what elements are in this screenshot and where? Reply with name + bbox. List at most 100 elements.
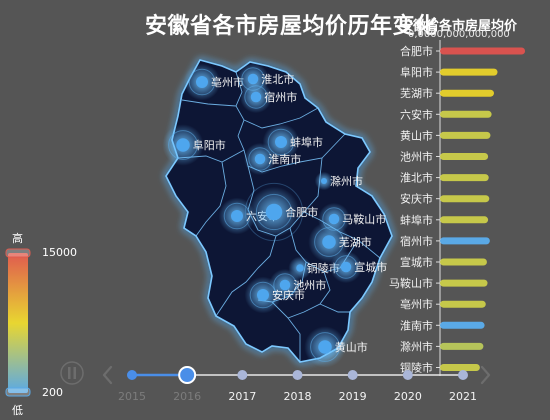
timeline-current-marker[interactable] bbox=[178, 366, 197, 384]
bar-14[interactable] bbox=[440, 342, 484, 350]
city-label: 马鞍山市 bbox=[342, 212, 386, 226]
city-label: 滁州市 bbox=[330, 174, 363, 188]
city-label: 阜阳市 bbox=[193, 138, 226, 152]
bar-11[interactable] bbox=[440, 279, 488, 287]
visual-map-handle-bottom[interactable] bbox=[5, 387, 31, 397]
city-label: 宿州市 bbox=[264, 90, 297, 104]
pause-icon bbox=[68, 367, 76, 379]
city-dot bbox=[196, 76, 208, 88]
timeline-point-5[interactable] bbox=[402, 370, 413, 380]
city-point-2[interactable]: 宿州市 bbox=[239, 80, 297, 114]
visual-map-handle-top[interactable] bbox=[5, 248, 31, 258]
bar-12[interactable] bbox=[440, 300, 486, 308]
timeline-year-5[interactable]: 2020 bbox=[394, 390, 422, 403]
bar-category-label-7: 安庆市 bbox=[400, 192, 433, 206]
timeline-point-3[interactable] bbox=[292, 370, 303, 380]
timeline-point-2[interactable] bbox=[237, 370, 248, 380]
timeline-year-6[interactable]: 2021 bbox=[449, 390, 477, 403]
city-dot bbox=[296, 264, 304, 272]
city-dot bbox=[257, 289, 269, 301]
bar-chart: 合肥市阜阳市芜湖市六安市黄山市池州市淮北市安庆市蚌埠市宿州市宣城市马鞍山市亳州市… bbox=[389, 40, 526, 376]
bar-8[interactable] bbox=[440, 216, 489, 224]
city-ring bbox=[314, 227, 344, 257]
bar-1[interactable] bbox=[440, 68, 498, 76]
bar-0[interactable] bbox=[440, 47, 526, 55]
city-label: 淮南市 bbox=[268, 152, 301, 166]
city-ring bbox=[248, 147, 272, 171]
bar-2[interactable] bbox=[440, 89, 494, 97]
play-button[interactable] bbox=[60, 361, 84, 385]
city-label: 安庆市 bbox=[272, 288, 305, 302]
timeline-year-4[interactable]: 2019 bbox=[339, 390, 367, 403]
next-arrow-icon[interactable] bbox=[480, 365, 491, 385]
city-point-13[interactable]: 池州市 bbox=[268, 268, 326, 302]
bar-category-label-14: 滁州市 bbox=[400, 339, 433, 353]
bar-4[interactable] bbox=[440, 131, 491, 139]
bar-category-label-6: 淮北市 bbox=[400, 171, 433, 185]
prev-arrow-icon[interactable] bbox=[102, 365, 113, 385]
bar-category-label-11: 马鞍山市 bbox=[389, 276, 433, 290]
bar-10[interactable] bbox=[440, 258, 487, 266]
city-point-12[interactable]: 宣城市 bbox=[329, 250, 387, 284]
city-points: 亳州市淮北市宿州市阜阳市蚌埠市淮南市滁州市六安市合肥市马鞍山市芜湖市铜陵市宣城市… bbox=[162, 62, 387, 368]
timeline-point-4[interactable] bbox=[347, 370, 358, 380]
city-dot bbox=[254, 153, 266, 165]
timeline-point-6[interactable] bbox=[458, 370, 468, 380]
bar-category-label-10: 宣城市 bbox=[400, 255, 433, 269]
city-point-3[interactable]: 阜阳市 bbox=[162, 124, 226, 166]
city-label: 蚌埠市 bbox=[290, 135, 323, 149]
city-point-14[interactable]: 安庆市 bbox=[244, 276, 305, 314]
bar-7[interactable] bbox=[440, 195, 490, 203]
bar-3[interactable] bbox=[440, 110, 492, 118]
city-point-15[interactable]: 黄山市 bbox=[304, 326, 368, 368]
bar-5[interactable] bbox=[440, 153, 489, 160]
city-point-8[interactable]: 合肥市 bbox=[244, 182, 318, 242]
city-ring bbox=[334, 255, 358, 279]
city-dot bbox=[231, 210, 243, 222]
timeline-year-1[interactable]: 2016 bbox=[173, 390, 201, 403]
city-ring bbox=[244, 85, 268, 109]
city-point-6[interactable]: 滁州市 bbox=[314, 171, 363, 191]
visual-map-gradient bbox=[8, 253, 28, 393]
bar-chart-title: 安徽省各市房屋均价 bbox=[400, 19, 518, 34]
title: 安徽省各市房屋均价历年变化 bbox=[145, 14, 438, 39]
city-label: 宣城市 bbox=[354, 260, 387, 274]
visual-map-min: 200 bbox=[42, 386, 63, 399]
timeline-point-0[interactable] bbox=[127, 370, 137, 380]
city-dot bbox=[176, 138, 190, 152]
city-label: 黄山市 bbox=[335, 340, 368, 354]
visual-map[interactable] bbox=[5, 248, 31, 397]
city-dot bbox=[321, 178, 327, 184]
city-ring bbox=[188, 68, 216, 96]
city-label: 池州市 bbox=[293, 278, 326, 292]
bar-category-label-4: 黄山市 bbox=[400, 128, 433, 142]
city-dot bbox=[340, 261, 352, 273]
bar-6[interactable] bbox=[440, 174, 489, 182]
timeline-year-2[interactable]: 2017 bbox=[228, 390, 256, 403]
city-point-0[interactable]: 亳州市 bbox=[183, 63, 244, 101]
city-label: 芜湖市 bbox=[339, 235, 372, 249]
bar-15[interactable] bbox=[440, 364, 480, 371]
bar-13[interactable] bbox=[440, 321, 485, 329]
city-point-5[interactable]: 淮南市 bbox=[243, 142, 301, 176]
city-ring-outer bbox=[244, 182, 304, 242]
timeline[interactable]: 2015 2016 2017 2018 2019 2020 2021 bbox=[60, 361, 491, 403]
bar-category-label-3: 六安市 bbox=[400, 107, 433, 121]
bar-category-label-2: 芜湖市 bbox=[400, 86, 433, 100]
visual-map-low-label: 低 bbox=[12, 404, 23, 417]
bar-category-label-5: 池州市 bbox=[400, 150, 433, 164]
city-dot bbox=[322, 235, 336, 249]
bar-category-label-12: 亳州市 bbox=[400, 297, 433, 311]
visual-map-high-label: 高 bbox=[12, 232, 23, 245]
bar-axis-label: 0,0000,000,000,000 bbox=[408, 29, 510, 40]
bar-9[interactable] bbox=[440, 237, 490, 245]
bar-category-label-9: 宿州市 bbox=[400, 234, 433, 248]
city-dot bbox=[275, 136, 287, 148]
city-dot bbox=[318, 340, 332, 354]
city-ring bbox=[168, 130, 198, 160]
timeline-year-0[interactable]: 2015 bbox=[118, 390, 146, 403]
city-ring bbox=[249, 281, 277, 309]
city-ring bbox=[255, 193, 293, 231]
timeline-year-3[interactable]: 2018 bbox=[284, 390, 312, 403]
